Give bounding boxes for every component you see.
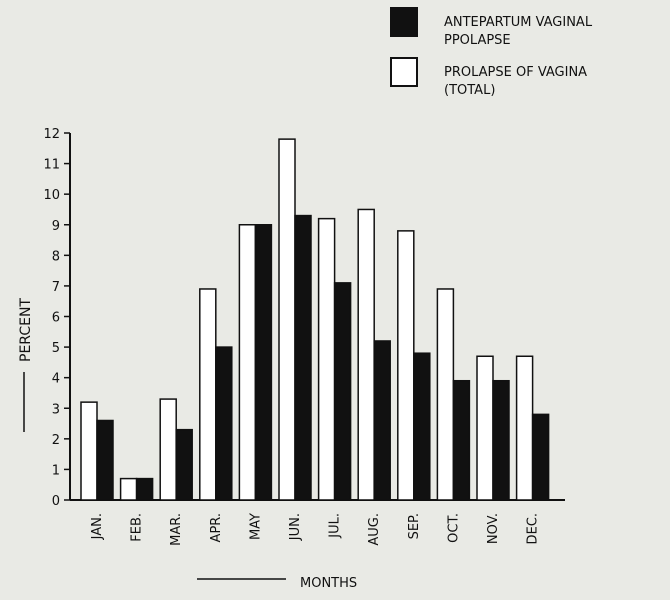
bar-antepartum-sep [413, 352, 431, 501]
bar-total-dec [515, 355, 534, 501]
y-tick-label: 2 [52, 433, 60, 448]
y-tick-label: 9 [52, 219, 60, 234]
y-tick-label: 4 [52, 372, 60, 387]
bar-total-mar [159, 398, 177, 501]
bar-antepartum-apr [215, 346, 233, 501]
x-tick-label: SEP. [407, 513, 422, 539]
bar-total-aug [357, 208, 375, 501]
bar-antepartum-oct [452, 379, 471, 501]
x-axis-label: MONTHS [300, 576, 357, 591]
legend-label-total-line2: (TOTAL) [444, 83, 495, 98]
bar-antepartum-jul [333, 282, 352, 501]
bar-total-jul [317, 217, 336, 501]
bar-antepartum-feb [135, 477, 154, 501]
legend: ANTEPARTUM VAGINAL PPOLAPSE PROLAPSE OF … [390, 7, 593, 98]
x-tick-label: OCT. [446, 513, 461, 543]
x-tick-label: FEB. [130, 513, 145, 542]
x-tick-label: MAR. [169, 513, 184, 546]
bar-antepartum-dec [531, 413, 550, 501]
legend-label-antepartum-line1: ANTEPARTUM VAGINAL [444, 15, 593, 30]
y-tick-label: 12 [43, 127, 60, 142]
y-tick-label: 11 [43, 158, 60, 173]
y-tick-label: 7 [52, 280, 60, 295]
y-tick-label: 1 [52, 463, 60, 478]
legend-swatch-total [390, 57, 418, 87]
bar-total-nov [476, 355, 494, 501]
x-tick-label: NOV. [486, 513, 501, 544]
legend-label-antepartum-line2: PPOLAPSE [444, 33, 511, 48]
bar-antepartum-nov [492, 379, 510, 501]
y-tick-label: 10 [43, 188, 60, 203]
y-tick-label: 0 [52, 494, 60, 509]
bar-antepartum-jun [294, 214, 312, 501]
y-tick-label: 6 [52, 311, 60, 326]
x-tick-label: JUN. [288, 513, 303, 541]
x-tick-label: JUL. [328, 513, 343, 539]
y-tick-label: 8 [52, 249, 60, 264]
bar-antepartum-may [254, 224, 273, 501]
x-tick-label: DEC. [526, 513, 541, 544]
y-tick-label: 5 [52, 341, 60, 356]
bar-antepartum-mar [175, 428, 193, 501]
bar-total-jan [80, 401, 98, 501]
x-tick-label: MAY [248, 513, 263, 540]
legend-swatch-antepartum [390, 7, 418, 37]
y-axis-label: PERCENT [18, 298, 34, 362]
x-tick-label: JAN. [90, 513, 105, 540]
y-tick-label: 3 [52, 402, 60, 417]
bar-total-sep [397, 230, 415, 501]
bar-antepartum-jan [96, 419, 114, 501]
bar-antepartum-aug [373, 340, 391, 501]
bar-total-feb [119, 477, 138, 501]
bar-total-jun [278, 138, 296, 501]
x-tick-label: AUG. [367, 513, 382, 546]
x-tick-label: APR. [209, 513, 224, 542]
bar-total-may [238, 224, 257, 501]
legend-label-total-line1: PROLAPSE OF VAGINA [444, 65, 587, 80]
bar-total-oct [436, 288, 455, 501]
bar-total-apr [199, 288, 217, 501]
